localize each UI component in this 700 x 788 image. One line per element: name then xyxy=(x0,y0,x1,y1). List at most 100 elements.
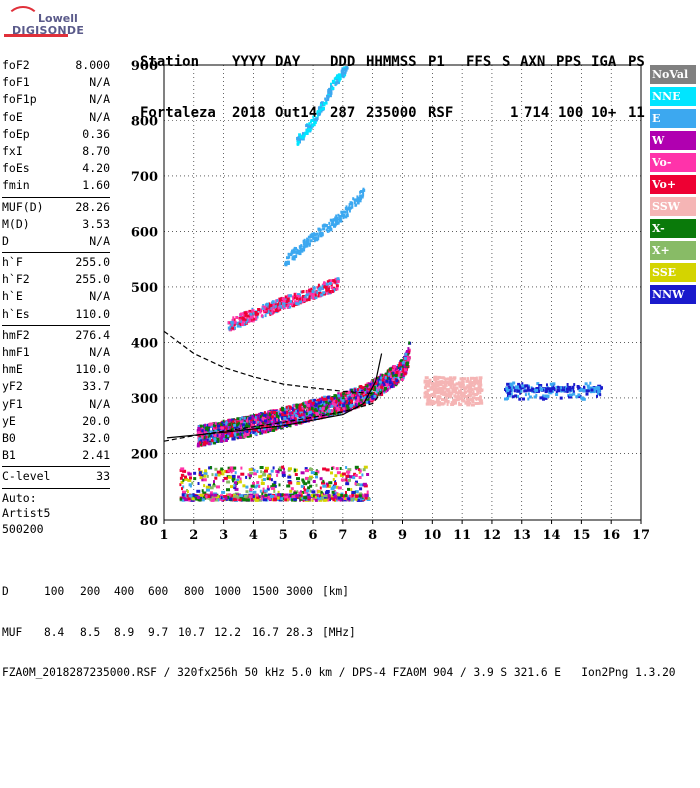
echo-point xyxy=(307,480,311,484)
echo-point xyxy=(373,394,377,398)
echo-point xyxy=(233,322,236,326)
echo-point xyxy=(222,436,225,440)
echo-point xyxy=(271,483,276,487)
echo-point xyxy=(371,396,375,400)
echo-point xyxy=(260,470,263,474)
echo-point xyxy=(589,390,592,394)
echo-point xyxy=(342,75,345,79)
echo-point xyxy=(253,414,255,418)
param-value: N/A xyxy=(89,289,110,304)
echo-point xyxy=(239,420,243,424)
echo-point xyxy=(182,496,187,500)
echo-point xyxy=(179,497,184,501)
echo-point xyxy=(357,198,361,202)
echo-point xyxy=(469,376,474,380)
echo-point xyxy=(473,376,477,380)
echo-point xyxy=(385,379,389,383)
echo-point xyxy=(298,415,302,419)
param-row-fof1p: foF1p N/A xyxy=(2,92,110,109)
echo-point xyxy=(332,498,336,502)
echo-point xyxy=(593,389,598,393)
echo-point xyxy=(248,309,252,313)
param-row-foe: foE N/A xyxy=(2,110,110,127)
echo-point xyxy=(272,422,275,426)
y-tick-label: 200 xyxy=(131,447,158,462)
echo-point xyxy=(201,434,204,437)
echo-point xyxy=(566,390,569,394)
echo-point xyxy=(318,405,322,409)
echo-point xyxy=(197,425,200,429)
param-name: foF1 xyxy=(2,75,30,90)
echo-point xyxy=(446,394,450,398)
echo-point xyxy=(215,498,218,502)
echo-point xyxy=(527,397,530,401)
echo-point xyxy=(438,383,443,387)
echo-point xyxy=(233,497,235,501)
echo-point xyxy=(298,137,302,141)
echo-point xyxy=(217,424,221,428)
echo-point xyxy=(555,393,559,396)
echo-point xyxy=(322,497,327,501)
header-value-s: 1 xyxy=(510,105,519,121)
echo-point xyxy=(253,418,257,422)
echo-point xyxy=(225,433,228,437)
echo-point xyxy=(585,389,590,393)
plot-grid xyxy=(164,65,641,520)
echo-point xyxy=(239,313,243,317)
echo-point xyxy=(194,494,199,498)
echo-point xyxy=(298,413,302,417)
echo-point xyxy=(188,494,193,498)
echo-point xyxy=(400,364,404,368)
echo-point xyxy=(286,417,289,421)
echo-point xyxy=(295,494,300,498)
echo-point xyxy=(321,284,325,288)
echo-point xyxy=(472,392,474,396)
echo-point xyxy=(352,476,356,480)
echo-point xyxy=(359,194,363,198)
echo-point xyxy=(271,307,274,311)
echo-point xyxy=(395,370,399,374)
echo-point xyxy=(232,316,235,320)
echo-point xyxy=(244,424,248,428)
echo-point xyxy=(251,315,254,319)
echo-point xyxy=(478,397,482,401)
param-value: 4.20 xyxy=(82,161,110,176)
echo-point xyxy=(291,302,294,306)
echo-point xyxy=(376,377,379,380)
echo-point xyxy=(331,87,335,90)
echo-point xyxy=(330,82,332,86)
echo-point xyxy=(362,482,367,486)
echo-point xyxy=(313,398,316,402)
echo-point xyxy=(333,77,336,81)
echo-point xyxy=(341,397,345,401)
echo-point xyxy=(214,467,218,471)
echo-point xyxy=(256,481,260,484)
echo-point xyxy=(263,427,266,431)
echo-point xyxy=(267,493,272,497)
echo-point xyxy=(293,300,297,304)
echo-point xyxy=(364,496,368,500)
header-value-yyyy: 2018 xyxy=(232,105,266,121)
echo-point xyxy=(257,428,260,432)
echo-point xyxy=(308,125,311,129)
echo-point xyxy=(303,298,307,301)
echo-point xyxy=(241,320,245,323)
echo-point xyxy=(231,426,234,429)
echo-point xyxy=(321,412,324,416)
echo-point xyxy=(511,384,514,388)
echo-point xyxy=(355,480,358,484)
echo-point xyxy=(429,387,434,391)
echo-point xyxy=(270,415,274,419)
echo-point xyxy=(346,210,349,214)
param-value: 0.36 xyxy=(82,126,110,141)
echo-point xyxy=(407,357,411,361)
header-label-ddd: DDD xyxy=(330,54,356,70)
echo-point xyxy=(224,496,228,500)
echo-point xyxy=(284,260,288,264)
echo-point xyxy=(354,474,358,477)
echo-point xyxy=(248,423,251,426)
echo-point xyxy=(351,491,356,494)
echo-point xyxy=(299,135,302,139)
echo-point xyxy=(202,442,206,446)
echo-point xyxy=(287,406,290,410)
